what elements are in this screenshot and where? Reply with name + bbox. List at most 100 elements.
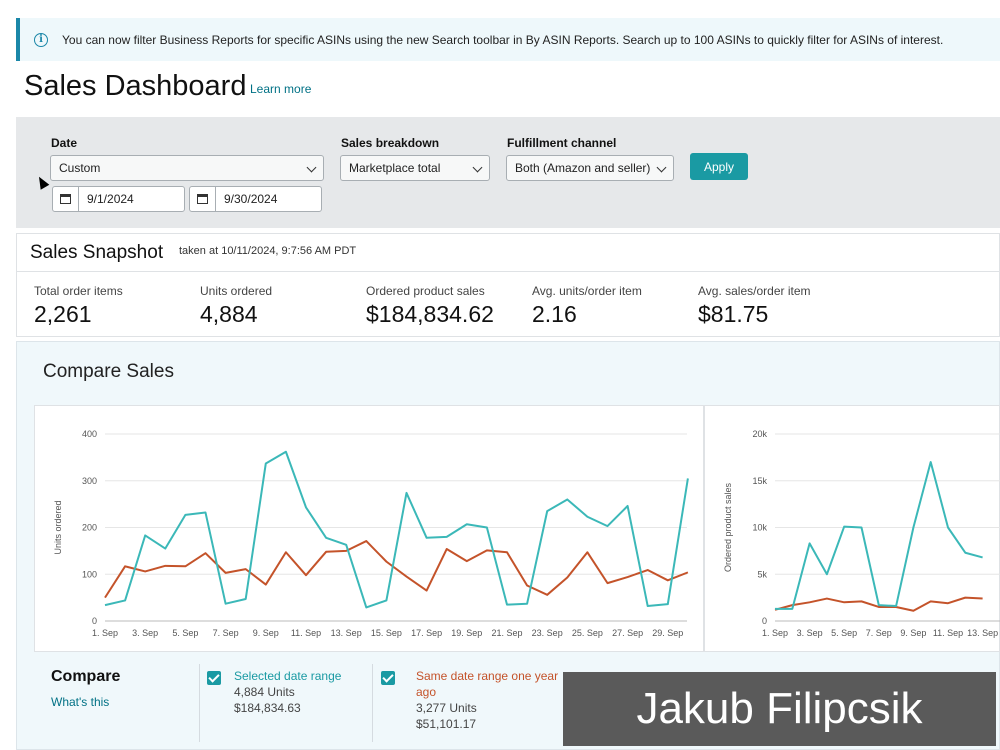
- metric-avg-units-per-order-item: Avg. units/order item 2.16: [532, 284, 642, 328]
- series-line-selected-range: [775, 461, 983, 610]
- x-tick-label: 11. Sep: [933, 628, 963, 638]
- last-year-sales: $51,101.17: [416, 717, 477, 731]
- y-tick-label: 20k: [752, 429, 767, 439]
- metric-value: 2.16: [532, 301, 577, 327]
- chevron-down-icon: [656, 162, 667, 173]
- start-date-value: 9/1/2024: [87, 192, 134, 206]
- y-axis-label: Units ordered: [53, 500, 63, 554]
- y-axis-label: Ordered product sales: [723, 482, 733, 572]
- breakdown-label: Sales breakdown: [341, 136, 440, 150]
- end-date-value: 9/30/2024: [224, 192, 278, 206]
- metric-value: $184,834.62: [366, 301, 494, 327]
- metric-label: Avg. units/order item: [532, 284, 642, 298]
- series-line-last-year: [774, 596, 983, 612]
- selected-range-units: 4,884 Units: [234, 685, 295, 699]
- last-year-checkbox[interactable]: [381, 671, 395, 685]
- last-year-legend: Same date range one year ago 3,277 Units…: [416, 668, 566, 732]
- date-range-select[interactable]: Custom: [50, 155, 324, 181]
- x-tick-label: 29. Sep: [652, 628, 683, 638]
- y-tick-label: 15k: [752, 476, 767, 486]
- y-tick-label: 5k: [757, 569, 767, 579]
- y-tick-label: 0: [762, 616, 767, 626]
- units-ordered-chart: 0 100 200 300 400 1. Sep 3. Sep 5. Sep 7. Sep 9. …: [53, 429, 689, 638]
- x-tick-label: 23. Sep: [532, 628, 563, 638]
- x-tick-label: 5. Sep: [831, 628, 857, 638]
- units-chart-card: 0 100 200 300 400 1. Sep 3. Sep 5. Sep 7. Sep 9. …: [34, 405, 704, 652]
- x-tick-label: 25. Sep: [572, 628, 603, 638]
- snapshot-timestamp: taken at 10/11/2024, 9:7:56 AM PDT: [179, 245, 357, 257]
- sales-chart-card: 0 5k 10k 15k 20k 1. Sep 3. Sep 5. Sep 7. Sep 9. S…: [704, 405, 1000, 652]
- fulfillment-channel-select[interactable]: Both (Amazon and seller): [506, 155, 674, 181]
- ordered-product-sales-chart: 0 5k 10k 15k 20k 1. Sep 3. Sep 5. Sep 7. Sep 9. S…: [723, 429, 1000, 638]
- start-date-field[interactable]: 9/1/2024: [52, 186, 185, 212]
- banner-message: You can now filter Business Reports for …: [62, 32, 944, 47]
- last-year-label: Same date range one year ago: [416, 669, 559, 699]
- metric-label: Total order items: [34, 284, 123, 298]
- x-tick-label: 13. Sep: [331, 628, 362, 638]
- x-tick-label: 7. Sep: [213, 628, 239, 638]
- learn-more-link[interactable]: Learn more: [250, 82, 312, 96]
- metric-value: 2,261: [34, 301, 92, 327]
- metric-label: Units ordered: [200, 284, 273, 298]
- apply-button[interactable]: Apply: [690, 153, 748, 180]
- x-tick-label: 9. Sep: [900, 628, 926, 638]
- date-range-value: Custom: [59, 161, 101, 175]
- divider: [199, 664, 200, 742]
- snapshot-title: Sales Snapshot: [30, 242, 164, 263]
- series-line-selected-range: [104, 450, 689, 609]
- compare-heading: Compare: [51, 668, 121, 685]
- x-tick-label: 3. Sep: [797, 628, 823, 638]
- y-tick-label: 0: [92, 616, 97, 626]
- selected-range-legend: Selected date range 4,884 Units $184,834…: [234, 668, 341, 716]
- y-tick-label: 300: [82, 476, 97, 486]
- calendar-icon[interactable]: [190, 187, 216, 211]
- x-tick-label: 1. Sep: [92, 628, 118, 638]
- y-tick-label: 200: [82, 523, 97, 533]
- x-tick-label: 11. Sep: [291, 628, 321, 638]
- selected-range-sales: $184,834.63: [234, 701, 301, 715]
- compare-sales-title: Compare Sales: [43, 361, 174, 382]
- info-icon: i: [34, 32, 48, 47]
- y-tick-label: 400: [82, 429, 97, 439]
- selected-range-label: Selected date range: [234, 669, 342, 683]
- chevron-down-icon: [306, 162, 317, 173]
- channel-label: Fulfillment channel: [507, 136, 617, 150]
- end-date-field[interactable]: 9/30/2024: [189, 186, 322, 212]
- x-tick-label: 5. Sep: [172, 628, 198, 638]
- x-tick-label: 1. Sep: [762, 628, 788, 638]
- whats-this-link[interactable]: What's this: [51, 695, 110, 709]
- watermark-caption: Jakub Filipcsik: [563, 672, 996, 746]
- metric-ordered-product-sales: Ordered product sales $184,834.62: [366, 284, 494, 328]
- date-label: Date: [51, 136, 78, 150]
- info-banner: i You can now filter Business Reports fo…: [16, 18, 1000, 61]
- calendar-icon[interactable]: [53, 187, 79, 211]
- channel-value: Both (Amazon and seller): [515, 161, 651, 175]
- x-tick-label: 27. Sep: [612, 628, 643, 638]
- series-line-last-year: [104, 540, 689, 599]
- breakdown-value: Marketplace total: [349, 161, 441, 175]
- x-tick-label: 3. Sep: [132, 628, 158, 638]
- metric-value: 4,884: [200, 301, 258, 327]
- x-tick-label: 17. Sep: [411, 628, 442, 638]
- sales-snapshot-card: Sales Snapshot taken at 10/11/2024, 9:7:…: [16, 233, 1000, 337]
- selected-range-checkbox[interactable]: [207, 671, 221, 685]
- snapshot-header: Sales Snapshot taken at 10/11/2024, 9:7:…: [17, 234, 999, 272]
- page-title: Sales Dashboard: [24, 70, 247, 102]
- divider: [372, 664, 373, 742]
- x-tick-label: 19. Sep: [451, 628, 482, 638]
- y-tick-label: 100: [82, 569, 97, 579]
- metric-avg-sales-per-order-item: Avg. sales/order item $81.75: [698, 284, 811, 328]
- x-tick-label: 7. Sep: [866, 628, 892, 638]
- metric-total-order-items: Total order items 2,261: [34, 284, 123, 328]
- metric-units-ordered: Units ordered 4,884: [200, 284, 272, 328]
- last-year-units: 3,277 Units: [416, 701, 477, 715]
- x-tick-label: 13. Sep: [967, 628, 998, 638]
- metric-value: $81.75: [698, 301, 769, 327]
- x-tick-label: 21. Sep: [491, 628, 522, 638]
- y-tick-label: 10k: [752, 523, 767, 533]
- chevron-down-icon: [472, 162, 483, 173]
- metric-label: Avg. sales/order item: [698, 284, 811, 298]
- sales-breakdown-select[interactable]: Marketplace total: [340, 155, 490, 181]
- x-tick-label: 9. Sep: [253, 628, 279, 638]
- x-tick-label: 15. Sep: [371, 628, 402, 638]
